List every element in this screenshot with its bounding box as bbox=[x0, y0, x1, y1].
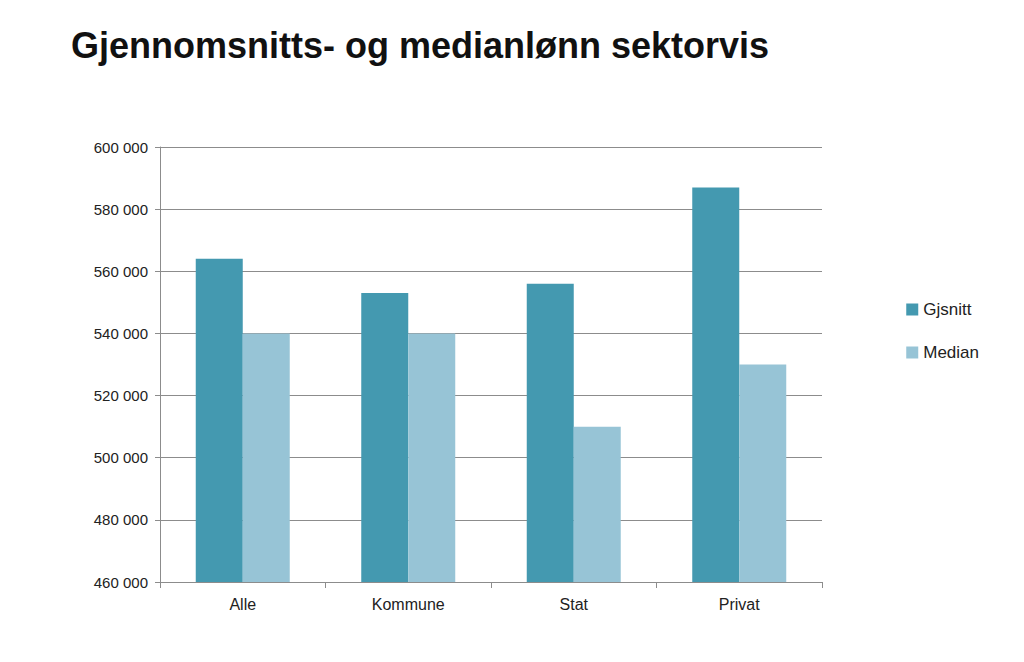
svg-text:Stat: Stat bbox=[560, 596, 589, 613]
svg-text:540 000: 540 000 bbox=[94, 325, 148, 342]
svg-text:Privat: Privat bbox=[719, 596, 760, 613]
svg-text:560 000: 560 000 bbox=[94, 263, 148, 280]
svg-text:480 000: 480 000 bbox=[94, 511, 148, 528]
svg-text:580 000: 580 000 bbox=[94, 201, 148, 218]
svg-text:Gjsnitt: Gjsnitt bbox=[923, 300, 971, 319]
svg-text:Kommune: Kommune bbox=[372, 596, 445, 613]
svg-text:600 000: 600 000 bbox=[94, 139, 148, 156]
svg-text:460 000: 460 000 bbox=[94, 574, 148, 591]
svg-text:500 000: 500 000 bbox=[94, 449, 148, 466]
svg-text:Gjennomsnitts- og medianlønn s: Gjennomsnitts- og medianlønn sektorvis bbox=[71, 25, 769, 66]
svg-text:Alle: Alle bbox=[229, 596, 256, 613]
svg-text:520 000: 520 000 bbox=[94, 387, 148, 404]
svg-text:Median: Median bbox=[923, 343, 979, 362]
